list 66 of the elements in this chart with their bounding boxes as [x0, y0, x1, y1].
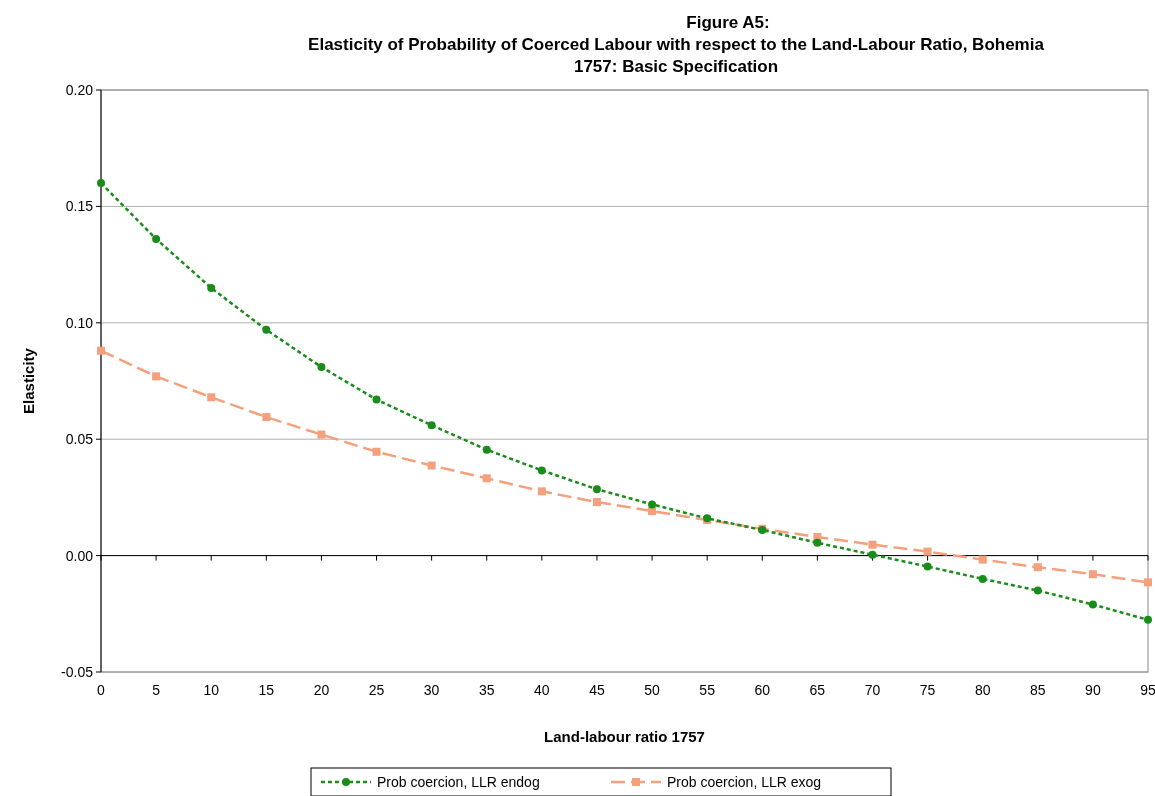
point: [868, 550, 877, 559]
point: [868, 540, 877, 549]
point: [1144, 578, 1152, 587]
point: [207, 393, 216, 402]
point: [97, 346, 105, 355]
point: [262, 325, 271, 334]
point: [592, 498, 601, 507]
chart-title: Figure A5: Elasticity of Probability of Coerced Labour with respect to the Land-Labour Ratio, Bohemia 1757: Basic Specification: [308, 13, 1045, 76]
x-tick-label: 25: [368, 682, 385, 698]
legend-label: Prob coercion, LLR exog: [667, 774, 822, 790]
x-tick-label: 5: [152, 682, 161, 698]
point: [923, 547, 932, 556]
x-tick-label: 40: [534, 682, 550, 698]
x-tick-label: 80: [974, 682, 991, 698]
point: [1088, 600, 1097, 609]
point: [592, 485, 601, 494]
point: [482, 445, 491, 454]
point: [262, 413, 271, 422]
x-tick-label: 65: [809, 682, 826, 698]
point: [1088, 570, 1097, 579]
x-tick-label: 45: [589, 682, 605, 698]
point: [482, 474, 491, 483]
x-tick-label: 10: [203, 682, 220, 698]
x-tick-label: 85: [1030, 682, 1046, 698]
point: [978, 574, 987, 583]
x-tick-label: 35: [478, 682, 495, 698]
x-tick-label: 20: [313, 682, 330, 698]
y-tick-label: 0.15: [65, 198, 94, 215]
point: [648, 500, 657, 509]
y-tick-label: 0.20: [65, 82, 94, 98]
point: [372, 395, 381, 404]
point: [923, 562, 932, 571]
point: [648, 507, 657, 516]
point: [1033, 586, 1042, 595]
x-tick-label: 55: [699, 682, 716, 698]
y-axis-title: Elasticity: [20, 347, 37, 414]
y-tick-label: 0.05: [65, 431, 94, 448]
x-tick-label: 60: [754, 682, 771, 698]
x-tick-label: 0: [97, 682, 106, 698]
point: [537, 487, 546, 496]
point: [978, 555, 987, 564]
x-tick-label: 95: [1140, 682, 1155, 698]
x-tick-label: 50: [644, 682, 661, 698]
point: [537, 466, 546, 475]
point: [427, 461, 436, 470]
point: [372, 447, 381, 456]
x-tick-label: 90: [1085, 682, 1101, 698]
x-tick-label: 15: [258, 682, 275, 698]
x-tick-label: 30: [423, 682, 440, 698]
point: [813, 538, 822, 547]
y-tick-label: 0.10: [65, 314, 94, 331]
point: [317, 430, 326, 439]
point: [1144, 615, 1152, 624]
y-tick-label: -0.05: [61, 664, 94, 680]
point: [427, 421, 436, 430]
point: [152, 372, 161, 381]
x-tick-label: 75: [919, 682, 936, 698]
x-axis-title: Land-labour ratio 1757: [544, 728, 705, 745]
legend-label: Prob coercion, LLR endog: [377, 774, 540, 790]
point: [317, 363, 326, 372]
point: [1033, 563, 1042, 572]
point: [97, 179, 105, 188]
y-tick-label: 0.00: [65, 547, 94, 564]
x-tick-label: 70: [864, 682, 881, 698]
point: [152, 234, 161, 243]
point: [207, 283, 216, 292]
